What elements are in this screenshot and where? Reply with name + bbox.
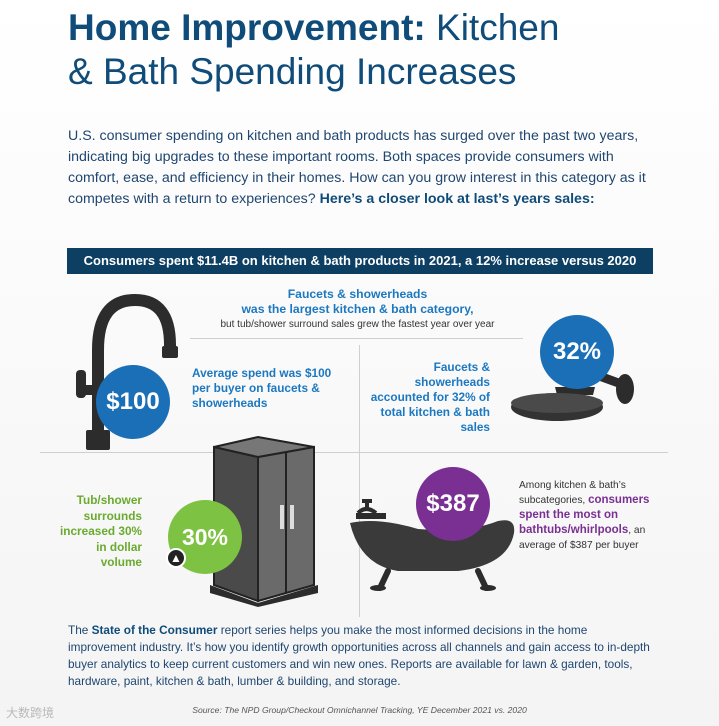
source-note: Source: The NPD Group/Checkout Omnichann…: [192, 705, 527, 715]
intro-text: U.S. consumer spending on kitchen and ba…: [68, 128, 646, 207]
faucet-icon: [76, 293, 178, 450]
bathtub-text-post: , an average of $387 per buyer: [519, 525, 646, 551]
footer-pre: The: [68, 623, 92, 637]
share-text: Faucets & showerheads accounted for 32% …: [370, 360, 490, 434]
footer-post: report series helps you make the most in…: [68, 623, 650, 688]
divider-top: [190, 338, 523, 339]
page-title: Home Improvement: Kitchen & Bath Spendin…: [68, 6, 688, 94]
faucets-header: Faucets & showerheads was the largest ki…: [200, 287, 515, 332]
intro-bold: Here’s a closer look at last’s years sal…: [319, 191, 595, 207]
faucets-header-line2: was the largest kitchen & bath category,: [241, 302, 474, 316]
faucets-header-sub: but tub/shower surround sales grew the f…: [220, 319, 495, 330]
footer-bold: State of the Consumer: [91, 623, 218, 637]
avg-spend-text: Average spend was $100 per buyer on fauc…: [192, 366, 332, 410]
bathtub-text-pre: Among kitchen & bath’s subcategories,: [519, 480, 626, 506]
bathtub-text: Among kitchen & bath’s subcategories, co…: [519, 478, 659, 553]
bathtub-text-bold: consumers spent the most on bathtubs/whi…: [519, 494, 650, 536]
faucets-header-line1: Faucets & showerheads: [287, 287, 428, 301]
title-rest-2: & Bath Spending Increases: [68, 51, 517, 92]
arrow-up-icon: ▲: [166, 548, 186, 568]
bathtub-spend-circle: $387: [416, 467, 490, 541]
tub-growth-text: Tub/shower surrounds increased 30% in do…: [60, 493, 142, 569]
title-bold: Home Improvement:: [68, 7, 426, 48]
divider-middle: [40, 452, 668, 453]
watermark: 大数跨境: [6, 706, 55, 720]
title-rest-1: Kitchen: [425, 7, 560, 48]
share-circle: 32%: [540, 315, 614, 389]
intro-paragraph: U.S. consumer spending on kitchen and ba…: [68, 126, 668, 210]
avg-spend-circle: $100: [96, 365, 170, 439]
showerhead-icon: [511, 370, 634, 421]
divider-vertical: [359, 345, 360, 617]
footer-paragraph: The State of the Consumer report series …: [68, 622, 658, 690]
headline-banner: Consumers spent $11.4B on kitchen & bath…: [67, 248, 653, 274]
